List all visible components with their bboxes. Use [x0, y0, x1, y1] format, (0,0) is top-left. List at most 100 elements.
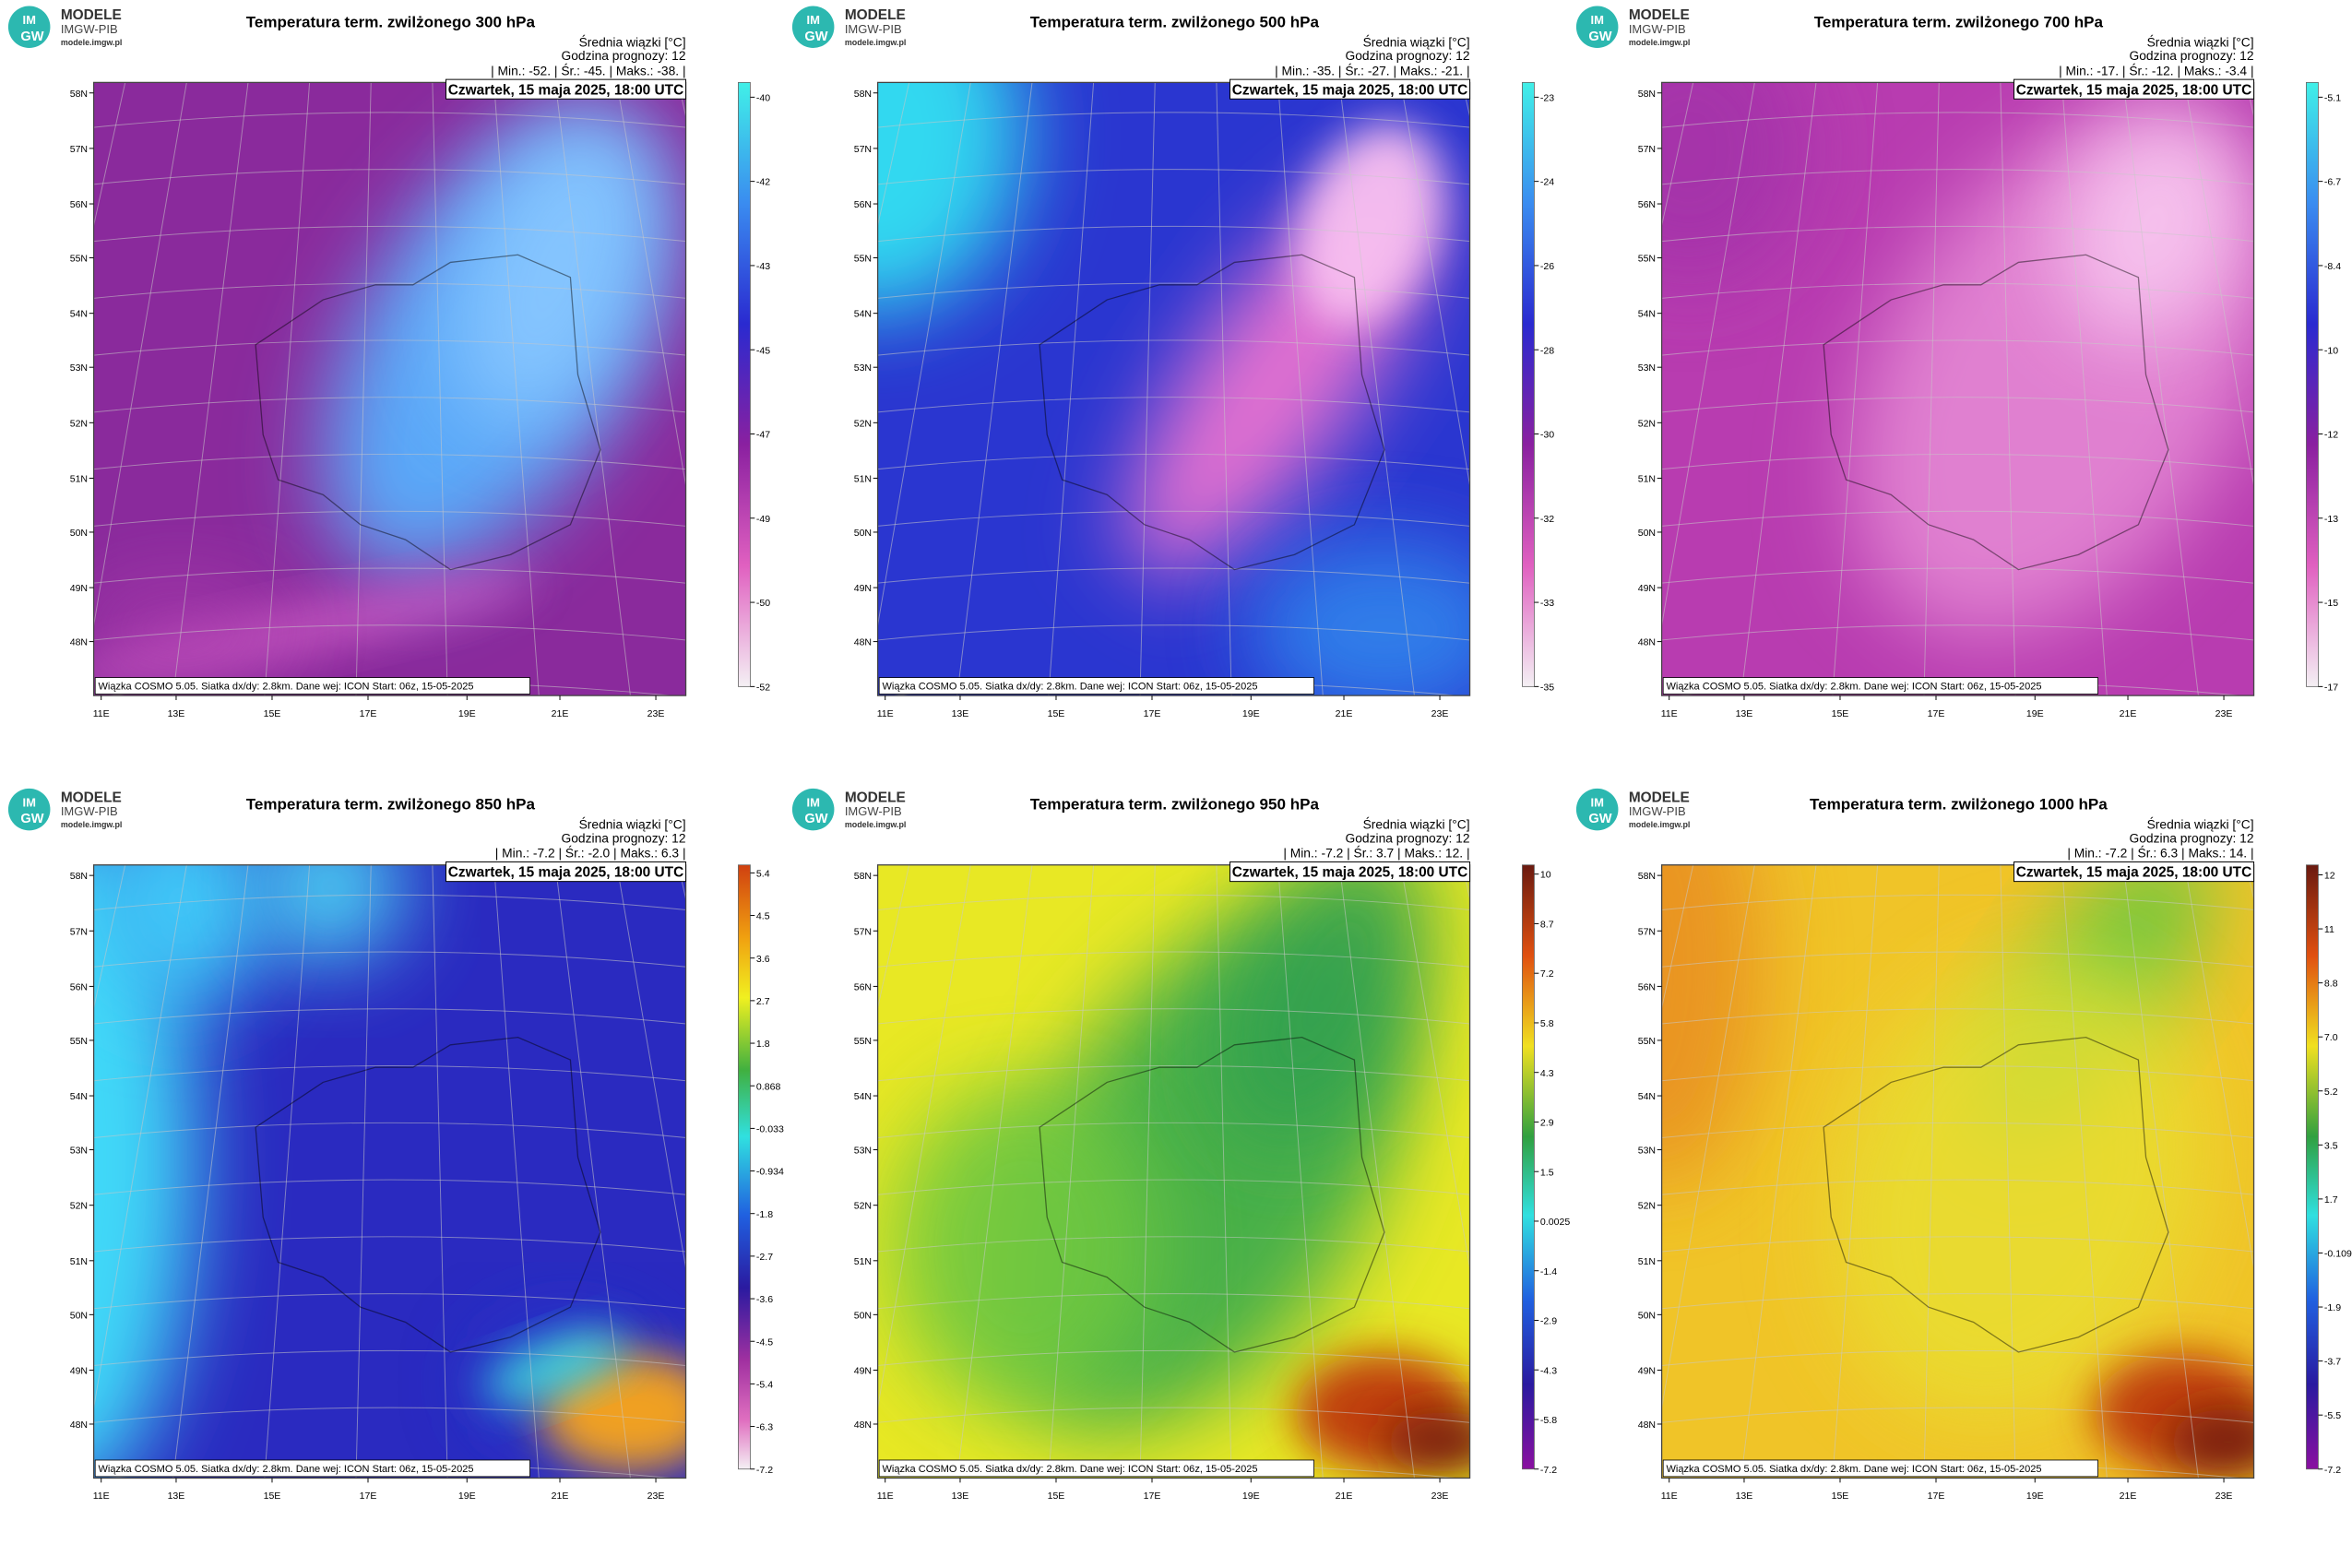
- graticule: [2122, 864, 2199, 1479]
- field-blob: [453, 112, 658, 428]
- date: Czwartek, 15 maja 2025, 18:00 UTC: [1232, 82, 1467, 98]
- graticule: [1661, 1293, 2254, 1310]
- logo-badge-bottom: GW: [20, 30, 43, 44]
- lat-label: 52N: [70, 1201, 88, 1212]
- stats: | Min.: -7.2 | Śr.: 3.7 | Maks.: 12. |: [1283, 845, 1469, 861]
- lat-label: 52N: [854, 418, 872, 429]
- colorbar-label: -32: [1540, 514, 1554, 525]
- lon-label: 11E: [93, 708, 110, 719]
- graticule: [93, 225, 686, 243]
- graticule: [877, 864, 971, 1411]
- graticule: [1661, 894, 2254, 910]
- lon-label: 15E: [1832, 708, 1849, 719]
- lat-label: 55N: [70, 1036, 88, 1047]
- colorbar-label: -49: [756, 514, 770, 525]
- graticule: [93, 82, 126, 228]
- graticule: [2184, 82, 2254, 489]
- graticule: [2245, 864, 2254, 901]
- colorbar-label: -1.8: [756, 1209, 773, 1220]
- graticule: [1400, 82, 1470, 489]
- field-blob: [93, 864, 196, 1479]
- colorbar-label: -17: [2324, 682, 2338, 693]
- graticule: [93, 1349, 686, 1367]
- colorbar-label: -43: [756, 261, 770, 272]
- lat-label: 48N: [70, 637, 88, 648]
- graticule: [1216, 82, 1232, 696]
- lat-label: 57N: [1638, 144, 1656, 155]
- graticule: [877, 1349, 1470, 1367]
- graticule: [93, 1236, 686, 1253]
- lon-label: 17E: [1928, 1491, 1945, 1502]
- colorbar-label: -0.109: [2324, 1249, 2352, 1260]
- footer: Wiązka COSMO 5.05. Siatka dx/dy: 2.8km. …: [1666, 1464, 2041, 1475]
- footer: Wiązka COSMO 5.05. Siatka dx/dy: 2.8km. …: [1666, 682, 2041, 693]
- logo-line2: IMGW-PIB: [1629, 804, 1686, 818]
- colorbar-label: -1.9: [2324, 1302, 2341, 1313]
- colorbar-label: 3.6: [756, 954, 770, 965]
- logo-badge-top: IM: [806, 13, 819, 27]
- graticule: [264, 864, 311, 1479]
- lon-label: 11E: [1661, 1491, 1678, 1502]
- colorbar-label: -8.4: [2324, 261, 2341, 272]
- panel-title: Temperatura term. zwilżonego 700 hPa: [1814, 13, 2104, 30]
- graticule: [2122, 82, 2199, 696]
- field-blob: [484, 1331, 627, 1404]
- forecast-hour: Godzina prognozy: 12: [562, 830, 686, 845]
- logo-badge: [7, 788, 51, 831]
- date: Czwartek, 15 maja 2025, 18:00 UTC: [2016, 82, 2251, 98]
- panel-title: Temperatura term. zwilżonego 850 hPa: [246, 796, 536, 814]
- lat-label: 50N: [1638, 1310, 1656, 1321]
- map-frame: [92, 81, 687, 696]
- graticule: [877, 339, 1470, 356]
- graticule: [877, 894, 1470, 910]
- colorbar-label: 11: [2324, 924, 2334, 935]
- colorbar-label: -7.2: [1540, 1465, 1557, 1476]
- date-box: [445, 78, 687, 100]
- graticule: [93, 397, 686, 413]
- logo-line3: modele.imgw.pl: [845, 38, 907, 47]
- lat-label: 50N: [1638, 528, 1656, 539]
- logo-badge: [1575, 788, 1619, 831]
- logo-line1: MODELE: [61, 7, 122, 23]
- colorbar-label: -0.934: [756, 1167, 784, 1178]
- graticule: [877, 510, 1470, 527]
- field-blob: [255, 864, 406, 963]
- logo-badge-bottom: GW: [1588, 30, 1611, 44]
- logo-badge: [791, 6, 835, 49]
- logo-badge-top: IM: [806, 795, 819, 809]
- colorbar-label: 5.8: [1540, 1018, 1554, 1029]
- logo-line2: IMGW-PIB: [845, 22, 902, 36]
- colorbar-label: 8.7: [1540, 920, 1554, 931]
- colorbar-label: -6.7: [2324, 177, 2341, 188]
- field-blob: [1296, 123, 1443, 327]
- colorbar-label: 7.2: [1540, 968, 1554, 980]
- lon-label: 19E: [2026, 708, 2044, 719]
- lon-label: 13E: [952, 708, 969, 719]
- graticule: [616, 82, 686, 489]
- lon-label: 13E: [168, 1491, 185, 1502]
- map-field: [877, 82, 1470, 696]
- graticule: [93, 112, 686, 128]
- map-frame: [1660, 864, 2255, 1479]
- colorbar-label: -2.7: [756, 1252, 773, 1263]
- colorbar-label: -3.6: [756, 1294, 773, 1305]
- graticule: [93, 1179, 686, 1195]
- graticule: [93, 453, 686, 470]
- lon-label: 15E: [1048, 1491, 1065, 1502]
- graticule: [2184, 864, 2254, 1271]
- graticule: [877, 225, 1470, 243]
- graticule: [877, 82, 971, 629]
- border: [1039, 1037, 1385, 1353]
- lat-label: 48N: [1638, 1420, 1656, 1431]
- lat-label: 55N: [70, 254, 88, 265]
- footer: Wiązka COSMO 5.05. Siatka dx/dy: 2.8km. …: [98, 1464, 473, 1475]
- colorbar-label: 4.5: [756, 911, 770, 922]
- lat-label: 49N: [854, 583, 872, 594]
- graticule: [877, 1065, 1470, 1082]
- graticule: [2000, 82, 2016, 696]
- graticule: [93, 82, 187, 629]
- graticule: [1139, 864, 1156, 1479]
- lon-label: 11E: [877, 708, 894, 719]
